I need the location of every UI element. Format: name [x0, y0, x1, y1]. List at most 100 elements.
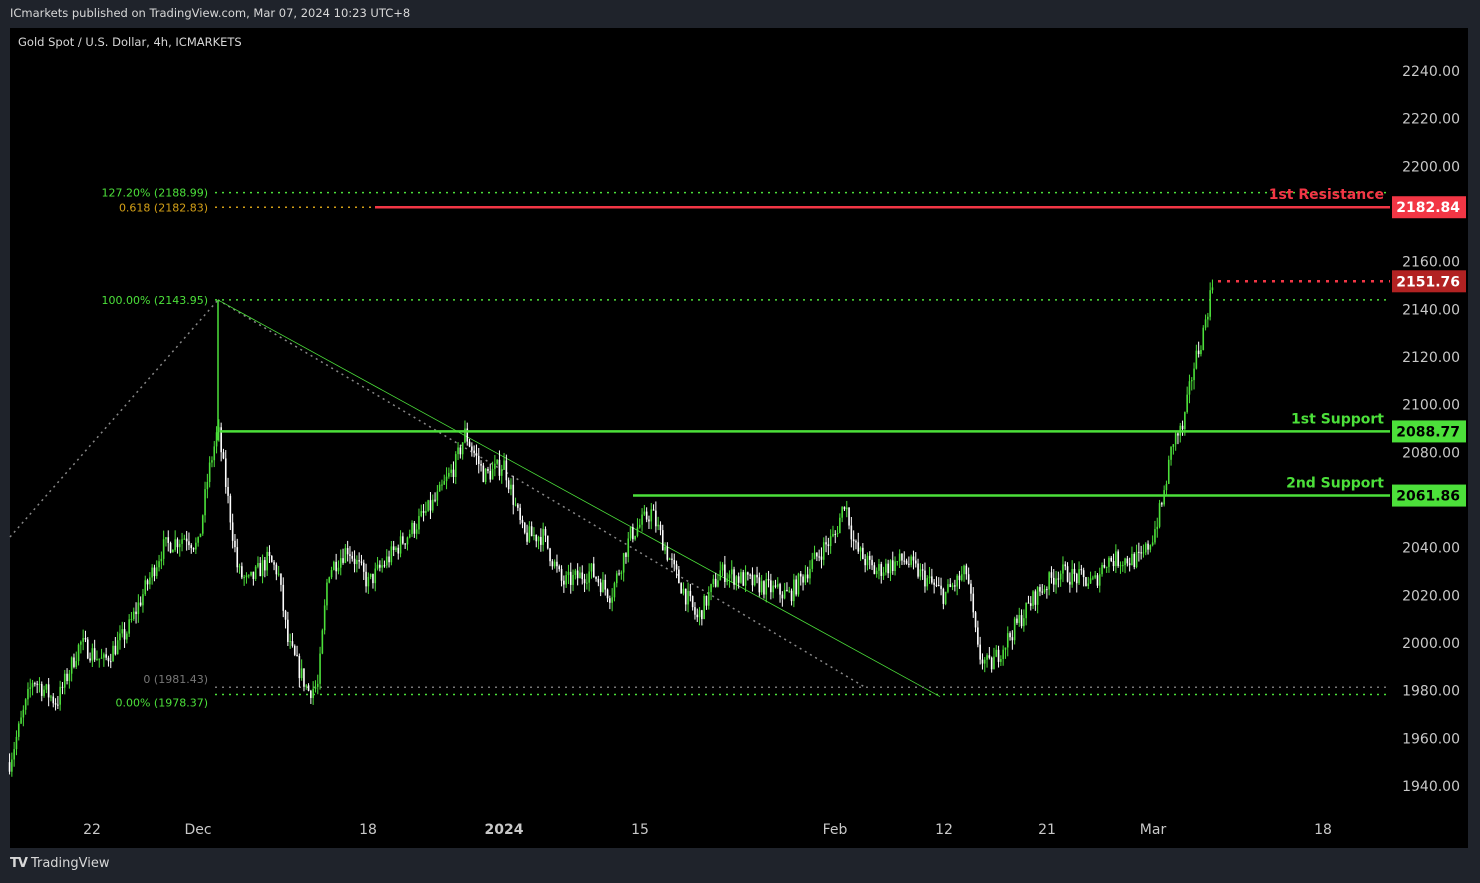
candle-body	[563, 580, 565, 585]
candle-body	[753, 574, 756, 586]
candle-body	[1184, 412, 1186, 430]
candle-body	[238, 566, 241, 568]
tradingview-brand[interactable]: TV TradingView	[10, 856, 109, 871]
candle-body	[983, 659, 986, 664]
candle-body	[471, 446, 473, 451]
candle-body	[1140, 552, 1142, 554]
candle-body	[1204, 319, 1207, 328]
candle-body	[793, 579, 795, 602]
candle-body	[937, 584, 940, 586]
fib-level-label: 100.00% (2143.95)	[101, 294, 208, 307]
candle-body	[1029, 603, 1032, 606]
candle-body	[629, 527, 632, 539]
candle-body	[1069, 581, 1071, 585]
candle-body	[443, 481, 446, 485]
candle-body	[1110, 557, 1113, 561]
candle-body	[176, 539, 179, 548]
candle-body	[1009, 633, 1011, 638]
candle-body	[109, 661, 112, 663]
candle-body	[484, 469, 487, 483]
candle-body	[737, 576, 740, 583]
candle-body	[684, 588, 687, 605]
candle-body	[1052, 577, 1055, 585]
candle-body	[392, 546, 395, 551]
price-badge-label: 2088.77	[1396, 424, 1460, 440]
candle-body	[634, 535, 636, 540]
price-badge	[1392, 196, 1466, 219]
candle-body	[1094, 575, 1096, 578]
candle-body	[264, 560, 266, 571]
candle-body	[178, 543, 181, 548]
candle-body	[254, 566, 257, 579]
candle-body	[797, 573, 800, 595]
candle-body	[894, 561, 896, 572]
candle-body	[1034, 591, 1037, 605]
candle-body	[556, 561, 558, 567]
candle-body	[139, 602, 142, 606]
candle-body	[190, 545, 193, 549]
candle-body	[717, 580, 719, 587]
candle-body	[415, 529, 418, 534]
time-axis-label: Dec	[184, 822, 211, 838]
candle-body	[303, 668, 305, 687]
candle-body	[137, 602, 140, 615]
candle-body	[153, 567, 156, 577]
candle-body	[339, 558, 342, 568]
candle-body	[1202, 327, 1205, 350]
candle-body	[287, 619, 289, 642]
candle-body	[661, 530, 664, 551]
candle-body	[572, 574, 574, 585]
candle-body	[574, 570, 577, 575]
candle-body	[224, 458, 227, 487]
candle-body	[61, 686, 64, 688]
candle-body	[174, 539, 176, 550]
candle-body	[740, 572, 742, 583]
candle-body	[420, 511, 423, 517]
candle-body	[887, 563, 889, 574]
candle-body	[505, 460, 508, 481]
candle-body	[204, 489, 206, 516]
publish-info: ICmarkets published on TradingView.com, …	[10, 6, 411, 20]
candle-body	[579, 572, 581, 579]
candle-body	[606, 589, 609, 599]
candle-body	[155, 567, 158, 577]
candle-body	[721, 564, 724, 571]
candle-body	[34, 683, 36, 685]
candle-body	[326, 582, 328, 606]
candle-body	[365, 571, 367, 587]
candle-body	[1121, 565, 1124, 567]
candle-body	[767, 579, 770, 581]
candle-body	[818, 556, 820, 558]
candle-body	[763, 581, 765, 595]
candle-body	[949, 584, 952, 588]
candle-body	[1174, 433, 1177, 445]
candle-body	[284, 610, 287, 620]
candle-body	[602, 579, 604, 593]
candle-body	[857, 542, 860, 552]
candle-body	[243, 577, 245, 579]
candle-body	[986, 655, 988, 660]
candle-body	[1133, 553, 1136, 568]
last-price-badge	[1392, 270, 1466, 293]
candle-body	[696, 614, 699, 618]
candle-body	[776, 584, 779, 587]
candle-body	[526, 532, 528, 542]
candle-body	[27, 688, 29, 700]
candle-body	[498, 459, 501, 476]
candle-body	[367, 576, 370, 587]
candle-body	[11, 759, 13, 772]
candle-body	[333, 561, 335, 571]
chart-area[interactable]	[10, 28, 1468, 848]
candle-body	[1098, 574, 1101, 586]
candle-body	[1101, 565, 1103, 575]
candle-body	[169, 542, 172, 553]
candle-body	[645, 511, 648, 520]
candle-body	[43, 689, 45, 696]
candle-body	[1144, 543, 1147, 553]
candle-body	[710, 584, 712, 593]
candle-body	[822, 542, 825, 560]
candle-body	[827, 544, 830, 547]
candle-body	[1147, 543, 1149, 550]
candle-body	[197, 537, 199, 543]
